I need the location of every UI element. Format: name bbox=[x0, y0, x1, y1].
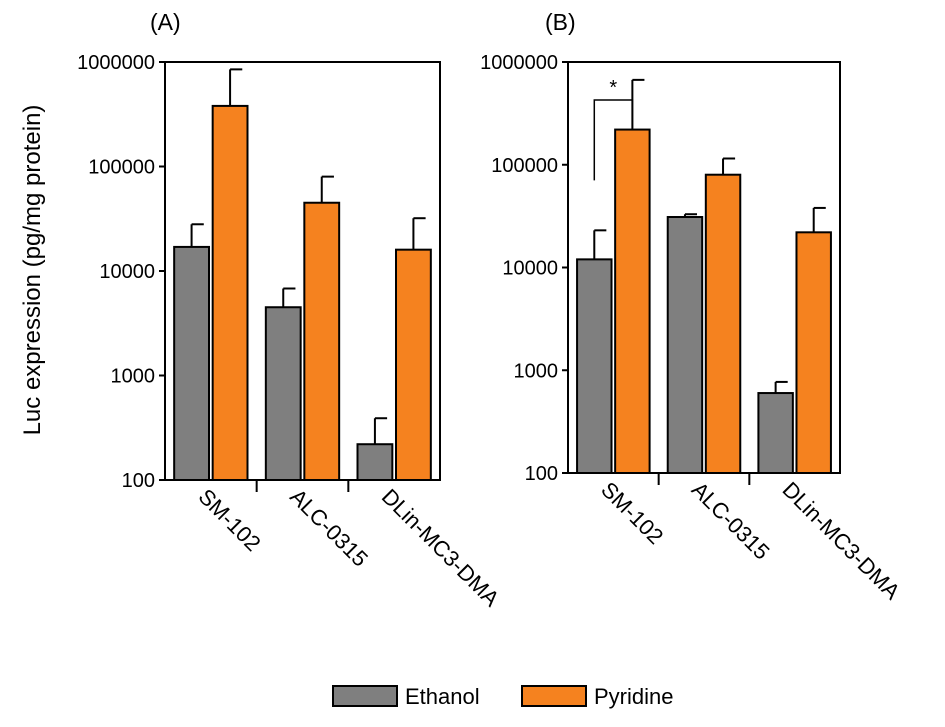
bar-pyridine bbox=[704, 173, 742, 475]
x-category-label: ALC-0315 bbox=[285, 484, 373, 572]
y-tick-label: 100 bbox=[122, 470, 155, 492]
bar-ethanol bbox=[173, 245, 211, 481]
y-tick-label: 1000000 bbox=[77, 52, 155, 74]
legend: Ethanol Pyridine bbox=[332, 684, 673, 709]
bar-ethanol bbox=[666, 216, 704, 474]
bar-ethanol bbox=[576, 258, 613, 475]
x-category-label: SM-102 bbox=[596, 477, 668, 549]
x-category-label: SM-102 bbox=[194, 484, 266, 556]
bar-ethanol bbox=[356, 443, 394, 481]
y-tick-label: 1000 bbox=[111, 366, 156, 388]
significance-bracket bbox=[593, 99, 634, 181]
legend-swatch-pyridine bbox=[521, 685, 587, 707]
y-tick-label: 100 bbox=[525, 463, 558, 485]
bar-ethanol bbox=[264, 306, 302, 481]
x-category-label: ALC-0315 bbox=[687, 477, 775, 565]
panel-label: (A) bbox=[150, 9, 181, 35]
legend-label-pyridine: Pyridine bbox=[594, 684, 673, 709]
y-tick-label: 10000 bbox=[99, 261, 155, 283]
bar-pyridine bbox=[303, 201, 341, 481]
bar-pyridine bbox=[795, 231, 832, 474]
legend-swatch-ethanol bbox=[332, 685, 398, 707]
panel-b: (B) 100 1000 10000 100000 1000000 SM-102 ALC-03… bbox=[480, 9, 905, 605]
significance-star: * bbox=[609, 77, 617, 99]
x-category-label: DLin-MC3-DMA bbox=[778, 477, 906, 605]
panel-a: (A) 100 1000 10000 100000 1000000 SM-102 ALC-03… bbox=[77, 9, 504, 612]
bar-ethanol bbox=[757, 392, 794, 474]
legend-label-ethanol: Ethanol bbox=[405, 684, 480, 709]
x-category-label: DLin-MC3-DMA bbox=[377, 484, 505, 612]
y-tick-label: 1000000 bbox=[480, 52, 558, 74]
y-tick-label: 100000 bbox=[88, 157, 155, 179]
bar-pyridine bbox=[211, 104, 249, 481]
y-tick-label: 10000 bbox=[502, 258, 558, 280]
bar-pyridine bbox=[395, 248, 432, 481]
bar-pyridine bbox=[614, 128, 651, 474]
y-tick-label: 100000 bbox=[491, 155, 558, 177]
y-axis-label: Luc expression (pg/mg protein) bbox=[19, 105, 46, 436]
y-tick-label: 1000 bbox=[514, 360, 559, 382]
panel-label: (B) bbox=[545, 9, 576, 35]
